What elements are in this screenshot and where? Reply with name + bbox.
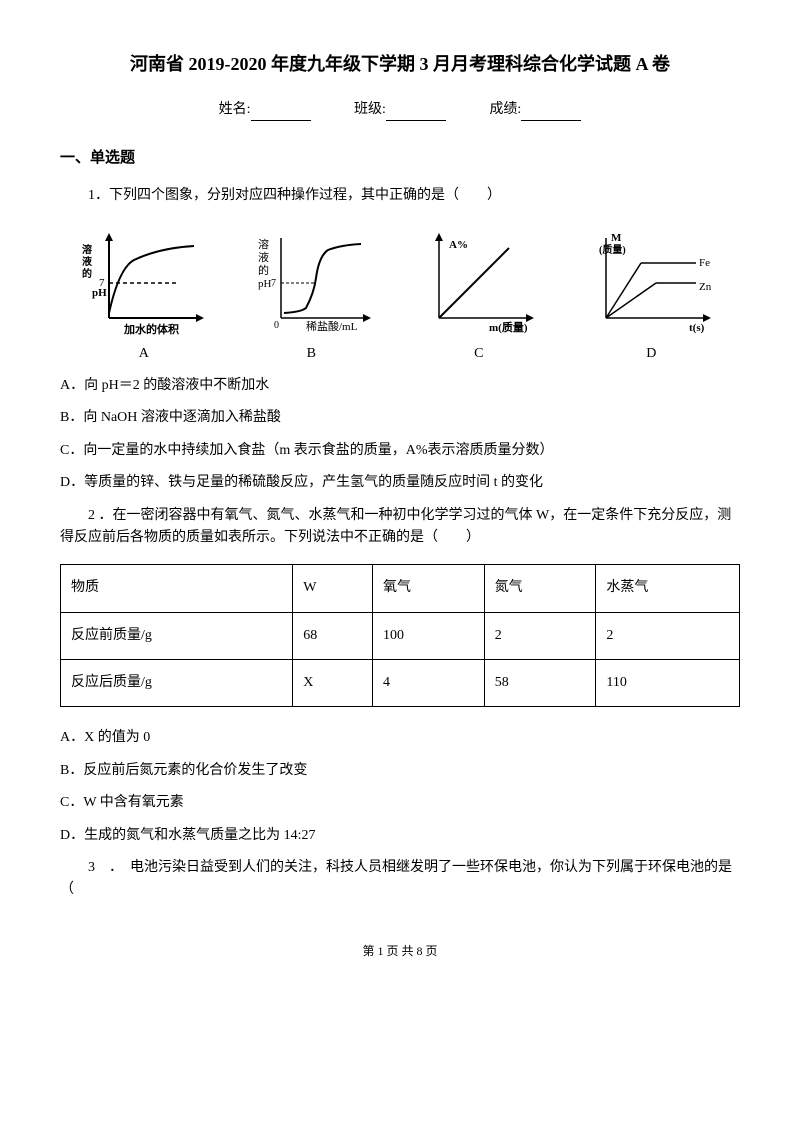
table-row: 物质 W 氧气 氮气 水蒸气 bbox=[61, 565, 740, 612]
name-blank[interactable] bbox=[251, 107, 311, 121]
table-cell: 氮气 bbox=[484, 565, 596, 612]
graph-b-svg: 溶 液 的 pH 7 0 稀盐酸/mL bbox=[246, 228, 376, 338]
q1-graphs: 溶 液 的 pH 7 加水的体积 A 溶 液 的 pH 7 0 稀盐酸/mL B bbox=[60, 228, 740, 365]
graph-c: A% m(质量) C bbox=[414, 228, 544, 365]
svg-text:7: 7 bbox=[99, 277, 105, 289]
table-row: 反应后质量/g X 4 58 110 bbox=[61, 660, 740, 707]
q2-option-b: B．反应前后氮元素的化合价发生了改变 bbox=[60, 760, 740, 782]
score-blank[interactable] bbox=[521, 107, 581, 121]
table-cell: 4 bbox=[373, 660, 485, 707]
svg-text:液: 液 bbox=[82, 255, 92, 268]
q2-option-a: A．X 的值为 0 bbox=[60, 727, 740, 749]
q2-option-d: D．生成的氮气和水蒸气质量之比为 14:27 bbox=[60, 825, 740, 847]
svg-text:稀盐酸/mL: 稀盐酸/mL bbox=[306, 319, 358, 333]
table-cell: 物质 bbox=[61, 565, 293, 612]
table-cell: X bbox=[293, 660, 373, 707]
graph-c-svg: A% m(质量) bbox=[414, 228, 544, 338]
info-line: 姓名: 班级: 成绩: bbox=[60, 99, 740, 121]
graph-d-label: D bbox=[581, 343, 721, 365]
svg-text:pH: pH bbox=[258, 278, 272, 290]
graph-a-svg: 溶 液 的 pH 7 加水的体积 bbox=[79, 228, 209, 338]
table-cell: W bbox=[293, 565, 373, 612]
table-cell: 2 bbox=[596, 612, 740, 659]
svg-text:A%: A% bbox=[449, 239, 468, 251]
table-row: 反应前质量/g 68 100 2 2 bbox=[61, 612, 740, 659]
class-label: 班级: bbox=[354, 102, 386, 117]
svg-text:Fe: Fe bbox=[699, 257, 710, 269]
q1-option-d: D．等质量的锌、铁与足量的稀硫酸反应，产生氢气的质量随反应时间 t 的变化 bbox=[60, 472, 740, 494]
q2-table: 物质 W 氧气 氮气 水蒸气 反应前质量/g 68 100 2 2 反应后质量/… bbox=[60, 564, 740, 707]
class-blank[interactable] bbox=[386, 107, 446, 121]
svg-text:的: 的 bbox=[82, 267, 92, 280]
table-cell: 2 bbox=[484, 612, 596, 659]
q1-option-a: A．向 pH＝2 的酸溶液中不断加水 bbox=[60, 375, 740, 397]
graph-d: M (质量) Fe Zn t(s) D bbox=[581, 228, 721, 365]
graph-c-label: C bbox=[414, 343, 544, 365]
svg-text:m(质量): m(质量) bbox=[489, 320, 528, 334]
svg-text:t(s): t(s) bbox=[689, 322, 705, 334]
q1-option-b: B．向 NaOH 溶液中逐滴加入稀盐酸 bbox=[60, 407, 740, 429]
svg-text:(质量): (质量) bbox=[599, 243, 626, 256]
table-cell: 110 bbox=[596, 660, 740, 707]
graph-b: 溶 液 的 pH 7 0 稀盐酸/mL B bbox=[246, 228, 376, 365]
svg-text:的: 的 bbox=[258, 263, 269, 277]
table-cell: 反应后质量/g bbox=[61, 660, 293, 707]
q2-option-c: C．W 中含有氧元素 bbox=[60, 792, 740, 814]
svg-text:溶: 溶 bbox=[82, 243, 92, 256]
page-title: 河南省 2019-2020 年度九年级下学期 3 月月考理科综合化学试题 A 卷 bbox=[60, 50, 740, 79]
svg-text:溶: 溶 bbox=[258, 237, 269, 251]
svg-text:Zn: Zn bbox=[699, 281, 712, 293]
q3-stem: 3 ． 电池污染日益受到人们的关注，科技人员相继发明了一些环保电池，你认为下列属… bbox=[60, 857, 740, 902]
q1-stem: 1．下列四个图象，分别对应四种操作过程，其中正确的是（ ） bbox=[60, 185, 740, 207]
graph-a: 溶 液 的 pH 7 加水的体积 A bbox=[79, 228, 209, 365]
table-cell: 氧气 bbox=[373, 565, 485, 612]
table-cell: 水蒸气 bbox=[596, 565, 740, 612]
table-cell: 100 bbox=[373, 612, 485, 659]
svg-text:M: M bbox=[611, 232, 622, 244]
score-label: 成绩: bbox=[489, 102, 521, 117]
table-cell: 68 bbox=[293, 612, 373, 659]
graph-d-svg: M (质量) Fe Zn t(s) bbox=[581, 228, 721, 338]
q1-option-c: C．向一定量的水中持续加入食盐（m 表示食盐的质量，A%表示溶质质量分数） bbox=[60, 440, 740, 462]
svg-text:液: 液 bbox=[258, 250, 269, 264]
name-label: 姓名: bbox=[219, 102, 251, 117]
section-title: 一、单选题 bbox=[60, 146, 740, 170]
page-footer: 第 1 页 共 8 页 bbox=[60, 942, 740, 961]
svg-text:0: 0 bbox=[274, 320, 279, 331]
svg-text:加水的体积: 加水的体积 bbox=[123, 322, 179, 336]
q2-stem: 2 ．在一密闭容器中有氧气、氮气、水蒸气和一种初中化学学习过的气体 W，在一定条… bbox=[60, 505, 740, 550]
graph-a-label: A bbox=[79, 343, 209, 365]
table-cell: 反应前质量/g bbox=[61, 612, 293, 659]
svg-text:7: 7 bbox=[271, 278, 276, 289]
graph-b-label: B bbox=[246, 343, 376, 365]
table-cell: 58 bbox=[484, 660, 596, 707]
